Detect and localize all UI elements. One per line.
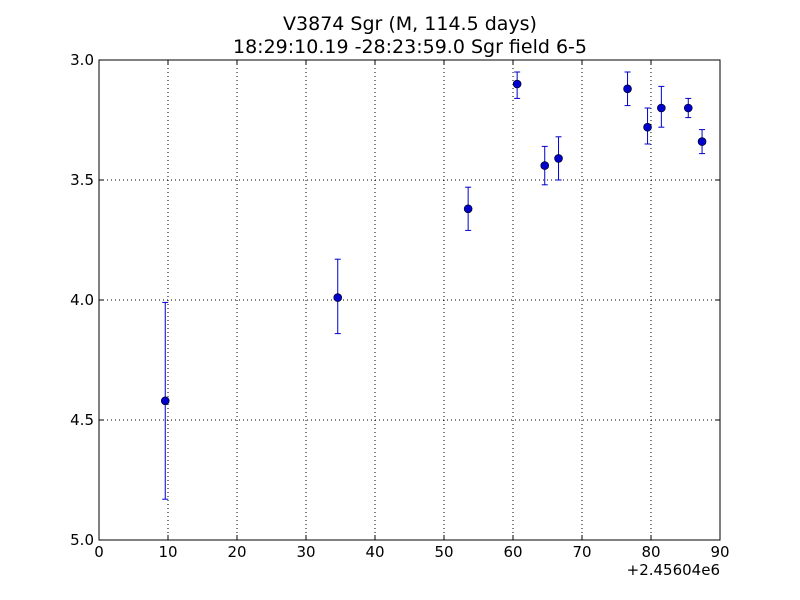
x-tick-label: 90 bbox=[710, 543, 729, 561]
data-point bbox=[540, 161, 550, 170]
grid-lines bbox=[99, 60, 720, 540]
axis-ticks bbox=[98, 59, 721, 541]
y-tick-label: 5.0 bbox=[70, 531, 94, 549]
data-point bbox=[643, 122, 652, 132]
x-tick-label: 70 bbox=[572, 543, 591, 561]
x-tick-label: 10 bbox=[158, 543, 177, 561]
data-point bbox=[512, 79, 522, 89]
plot-frame bbox=[98, 59, 721, 541]
x-tick-label: 0 bbox=[94, 543, 104, 561]
x-offset-label: +2.45604e6 bbox=[627, 561, 720, 579]
y-tick-label: 4.0 bbox=[70, 291, 94, 309]
x-tick-label: 80 bbox=[641, 543, 660, 561]
data-point bbox=[554, 154, 563, 163]
x-tick-label: 50 bbox=[434, 543, 453, 561]
x-tick-label: 40 bbox=[365, 543, 384, 561]
data-point bbox=[657, 103, 666, 113]
data-point bbox=[683, 103, 693, 113]
y-tick-label: 3.5 bbox=[70, 171, 94, 189]
x-tick-label: 60 bbox=[503, 543, 522, 561]
chart-title: V3874 Sgr (M, 114.5 days) bbox=[283, 13, 537, 35]
data-series bbox=[160, 71, 707, 500]
x-tick-label: 30 bbox=[296, 543, 315, 561]
y-tick-label: 3.0 bbox=[70, 51, 94, 69]
data-point bbox=[623, 84, 632, 94]
x-tick-label: 20 bbox=[227, 543, 246, 561]
data-point bbox=[160, 396, 170, 406]
data-point bbox=[463, 204, 473, 214]
data-point bbox=[333, 293, 343, 302]
tick-labels: 0 10 20 30 40 50 60 70 80 90 3.0 3.5 4.0 4.5 5.0 bbox=[70, 51, 729, 561]
y-tick-label: 4.5 bbox=[70, 411, 94, 429]
data-point bbox=[697, 137, 707, 146]
chart-subtitle: 18:29:10.19 -28:23:59.0 Sgr field 6-5 bbox=[233, 36, 587, 58]
